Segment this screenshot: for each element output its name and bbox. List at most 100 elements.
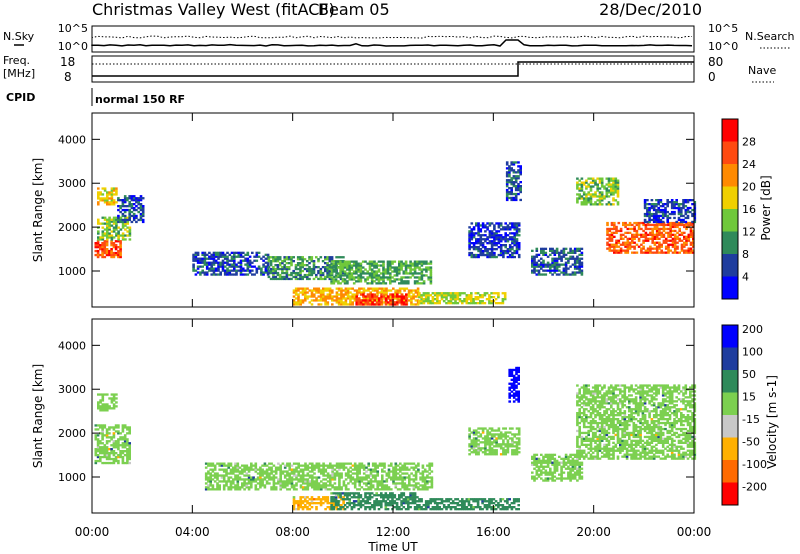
heatmap-cell-0-6 <box>413 264 417 267</box>
heatmap-cell-0-5 <box>299 273 302 277</box>
heatmap-cell-1-2 <box>250 484 253 487</box>
heatmap-cell-1-6 <box>484 451 487 454</box>
heatmap-cell-0-2 <box>110 193 114 196</box>
heatmap-cell-0-13 <box>605 203 609 206</box>
heatmap-cell-1-2 <box>410 472 413 475</box>
heatmap-cell-0-0 <box>110 242 113 245</box>
heatmap-cell-1-5 <box>476 502 480 505</box>
heatmap-cell-0-15 <box>664 203 667 206</box>
heatmap-cell-0-6 <box>348 260 351 263</box>
heatmap-cell-1-3 <box>317 496 321 499</box>
heatmap-cell-1-2 <box>290 480 294 483</box>
heatmap-cell-1-4 <box>366 498 369 501</box>
heatmap-cell-1-2 <box>430 470 434 473</box>
heatmap-cell-1-4 <box>393 494 397 497</box>
heatmap-cell-0-12 <box>533 255 536 258</box>
heatmap-cell-0-10 <box>488 240 492 243</box>
heatmap-cell-1-5 <box>418 498 421 501</box>
heatmap-cell-0-14 <box>610 245 614 248</box>
heatmap-cell-0-7 <box>335 301 339 304</box>
heatmap-cell-0-1 <box>108 224 111 227</box>
heatmap-cell-0-15 <box>646 206 649 210</box>
heatmap-cell-0-12 <box>567 259 570 262</box>
heatmap-cell-1-0 <box>101 428 104 431</box>
heatmap-cell-0-7 <box>385 287 388 290</box>
heatmap-cell-0-7 <box>319 297 323 300</box>
heatmap-cell-0-5 <box>324 269 327 273</box>
heatmap-cell-1-2 <box>243 488 246 491</box>
heatmap-cell-0-10 <box>497 246 501 249</box>
heatmap-cell-1-5 <box>456 508 460 511</box>
heatmap-cell-0-6 <box>370 280 374 283</box>
heatmap-cell-1-2 <box>241 468 244 471</box>
heatmap-cell-0-9 <box>492 300 496 303</box>
heatmap-cell-1-2 <box>313 476 316 479</box>
heatmap-cell-0-9 <box>481 302 484 305</box>
heatmap-cell-0-10 <box>495 230 498 233</box>
heatmap-cell-0-9 <box>451 296 455 299</box>
heatmap-cell-1-6 <box>490 427 494 430</box>
heatmap-cell-1-2 <box>331 486 334 489</box>
heatmap-cell-0-8 <box>398 295 401 298</box>
heatmap-cell-0-6 <box>380 272 383 275</box>
heatmap-cell-0-3 <box>139 214 143 218</box>
heatmap-cell-0-6 <box>377 264 381 267</box>
heatmap-cell-0-4 <box>208 267 211 270</box>
heatmap-cell-1-0 <box>96 450 100 453</box>
heatmap-cell-1-2 <box>245 482 249 485</box>
heatmap-cell-0-10 <box>513 226 516 229</box>
heatmap-cell-0-15 <box>673 206 676 210</box>
heatmap-cell-0-8 <box>357 303 361 306</box>
heatmap-cell-0-7 <box>306 287 309 290</box>
heatmap-cell-1-2 <box>227 466 230 469</box>
heatmap-cell-1-4 <box>337 500 340 503</box>
heatmap-cell-1-2 <box>261 474 264 477</box>
heatmap-cell-0-4 <box>205 253 209 256</box>
heatmap-cell-0-6 <box>361 260 365 263</box>
heatmap-cell-0-12 <box>571 257 575 260</box>
heatmap-cell-0-10 <box>470 238 474 241</box>
heatmap-cell-0-9 <box>481 300 484 303</box>
heatmap-cell-0-14 <box>615 231 618 234</box>
heatmap-cell-1-1 <box>106 405 109 408</box>
heatmap-cell-0-6 <box>418 282 421 285</box>
heatmap-cell-0-5 <box>312 277 316 281</box>
heatmap-cell-0-9 <box>445 294 448 297</box>
heatmap-cell-1-2 <box>308 466 312 469</box>
heatmap-cell-1-4 <box>411 494 415 497</box>
heatmap-cell-0-13 <box>580 183 584 186</box>
heatmap-cell-0-4 <box>194 273 198 276</box>
heatmap-cell-0-10 <box>468 238 471 241</box>
heatmap-cell-1-0 <box>108 454 111 457</box>
heatmap-cell-1-4 <box>382 500 385 503</box>
heatmap-cell-0-11 <box>514 188 518 192</box>
heatmap-cell-0-13 <box>582 201 586 204</box>
heatmap-cell-0-10 <box>479 249 483 253</box>
heatmap-cell-0-12 <box>578 263 581 266</box>
heatmap-cell-0-11 <box>505 192 509 196</box>
heatmap-cell-0-14 <box>669 223 672 227</box>
heatmap-cell-0-7 <box>340 299 343 302</box>
heatmap-cell-0-5 <box>272 269 275 273</box>
heatmap-cell-0-15 <box>670 199 674 202</box>
heatmap-cell-1-2 <box>326 466 330 469</box>
heatmap-cell-1-2 <box>286 464 289 467</box>
heatmap-cell-1-2 <box>243 484 246 487</box>
heatmap-cell-0-7 <box>383 297 386 300</box>
heatmap-cell-0-13 <box>578 193 581 196</box>
heatmap-cell-1-2 <box>259 476 262 479</box>
heatmap-cell-0-15 <box>682 214 685 218</box>
heatmap-cell-1-2 <box>209 474 212 477</box>
heatmap-cell-1-2 <box>281 462 285 465</box>
heatmap-cell-1-4 <box>380 504 383 507</box>
heatmap-cell-0-14 <box>669 233 672 236</box>
heatmap-cell-1-5 <box>494 508 498 511</box>
heatmap-cell-1-3 <box>306 508 309 511</box>
heatmap-cell-1-3 <box>340 498 343 501</box>
heatmap-cell-1-1 <box>106 393 109 396</box>
heatmap-cell-1-3 <box>337 496 341 499</box>
heatmap-cell-0-6 <box>386 266 390 269</box>
heatmap-cell-1-2 <box>417 470 420 473</box>
heatmap-cell-1-2 <box>317 466 321 469</box>
heatmap-cell-1-2 <box>279 464 282 467</box>
